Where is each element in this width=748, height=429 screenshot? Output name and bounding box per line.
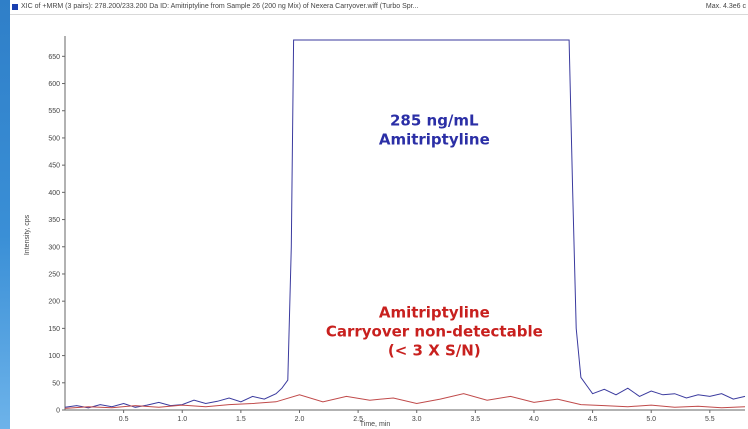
chart-ticks: 0 50 100 150 200 250 300 350 400 450 500 550 600 650 0… [24,54,715,428]
x-tick-label: 1.0 [177,416,187,423]
y-tick-label: 150 [48,326,60,333]
chart-title: XIC of +MRM (3 pairs): 278.200/233.200 D… [21,3,419,10]
x-tick-label: 0.5 [119,416,129,423]
x-tick-label: 5.5 [705,416,715,423]
series-line-sample [64,39,746,409]
concentration-annotation: Amitriptyline [379,131,490,149]
y-tick-label: 550 [48,108,60,115]
x-tick-label: 4.5 [588,416,598,423]
carryover-annotation: Amitriptyline [379,304,490,322]
x-tick-label: 3.5 [470,416,480,423]
x-tick-label: 4.0 [529,416,539,423]
chromatogram-chart: 0 50 100 150 200 250 300 350 400 450 500 550 600 650 0… [24,36,746,428]
y-tick-label: 450 [48,163,60,170]
x-tick-label: 2.0 [295,416,305,423]
y-tick-label: 350 [48,217,60,224]
x-tick-label: 1.5 [236,416,246,423]
chart-title-bar: XIC of +MRM (3 pairs): 278.200/233.200 D… [10,0,748,15]
y-tick-label: 250 [48,271,60,278]
x-tick-label: 3.0 [412,416,422,423]
carryover-annotation: (< 3 X S/N) [388,342,481,360]
x-axis-title: Time, min [360,421,391,428]
y-tick-label: 0 [56,408,60,415]
y-tick-label: 500 [48,135,60,142]
chart-annotations: 285 ng/mLAmitriptylineAmitriptylineCarry… [326,112,543,360]
carryover-annotation: Carryover non-detectable [326,323,543,341]
chart-axes [64,36,745,411]
concentration-annotation: 285 ng/mL [390,112,479,130]
x-tick-label: 5.0 [646,416,656,423]
y-tick-label: 600 [48,81,60,88]
y-tick-label: 50 [52,380,60,387]
y-tick-label: 400 [48,190,60,197]
series-color-marker [12,4,18,10]
y-tick-label: 300 [48,244,60,251]
series-line-carryover [64,393,746,409]
x-tick-label: 2.5 [353,416,363,423]
chart-series [64,39,746,409]
y-tick-label: 100 [48,353,60,360]
y-tick-label: 650 [48,54,60,61]
max-intensity-label: Max. 4.3e6 c [705,3,746,10]
y-axis-title: Intensity, cps [24,214,31,255]
y-tick-label: 200 [48,299,60,306]
chromatogram-panel: XIC of +MRM (3 pairs): 278.200/233.200 D… [10,0,748,429]
